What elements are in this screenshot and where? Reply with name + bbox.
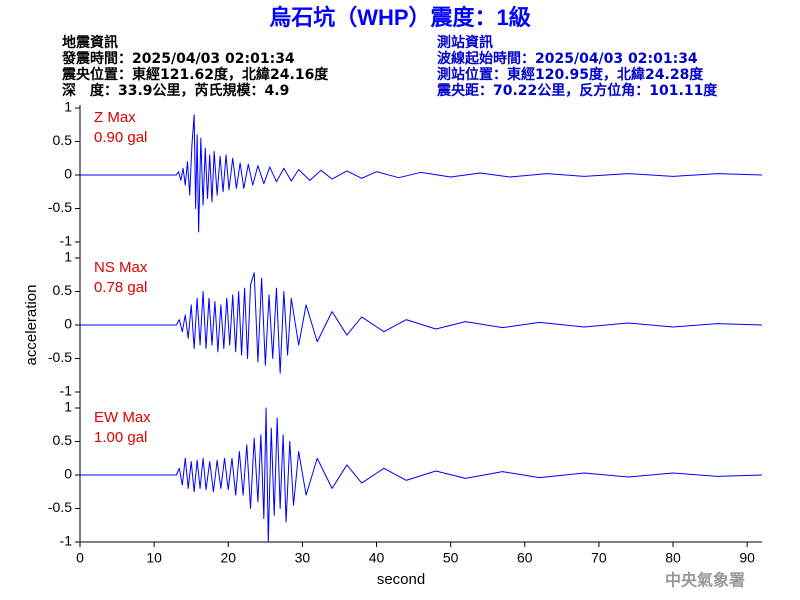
annotation: 1.00 gal	[94, 429, 147, 446]
y-tick-label: -0.5	[48, 499, 72, 515]
info-text: 測站位置：東經120.95度，北緯24.28度	[437, 66, 704, 83]
info-text: 深 度：33.9公里，芮氏規模：4.9	[62, 82, 289, 99]
waveform	[80, 407, 763, 543]
waveform	[80, 272, 763, 374]
y-tick-label: 0	[64, 466, 72, 482]
y-tick-label: 1	[64, 399, 72, 415]
y-tick-label: 0	[64, 166, 72, 182]
info-text: 震央距：70.22公里，反方位角：101.11度	[436, 82, 718, 99]
annotation: EW Max	[94, 409, 151, 426]
x-tick-label: 40	[369, 550, 385, 566]
x-tick-label: 90	[739, 550, 755, 566]
annotation: 0.78 gal	[94, 279, 147, 296]
y-tick-label: -1	[60, 383, 73, 399]
annotation: Z Max	[94, 109, 136, 126]
info-text: 震央位置：東經121.62度，北緯24.16度	[61, 66, 329, 83]
y-tick-label: 0.5	[53, 432, 73, 448]
y-tick-label: 1	[64, 249, 72, 265]
x-tick-label: 80	[665, 550, 681, 566]
info-text: 測站資訊	[437, 34, 493, 51]
annotation: 0.90 gal	[94, 129, 147, 146]
waveform	[80, 114, 763, 233]
x-axis-label: second	[377, 571, 425, 588]
y-tick-label: 0.5	[53, 132, 73, 148]
y-tick-label: -0.5	[48, 349, 72, 365]
x-tick-label: 30	[295, 550, 311, 566]
x-tick-label: 0	[76, 550, 84, 566]
y-tick-label: 0.5	[53, 282, 73, 298]
info-text: 發震時間：2025/04/03 02:01:34	[61, 50, 295, 67]
y-tick-label: 0	[64, 316, 72, 332]
y-tick-label: -0.5	[48, 199, 72, 215]
footer-text: 中央氣象署	[665, 571, 745, 590]
chart-title: 烏石坑（WHP）震度：1級	[269, 5, 531, 30]
y-tick-label: -1	[60, 233, 73, 249]
x-tick-label: 70	[591, 550, 607, 566]
x-tick-label: 10	[146, 550, 162, 566]
info-text: 地震資訊	[62, 34, 118, 51]
x-tick-label: 20	[220, 550, 236, 566]
y-tick-label: 1	[64, 99, 72, 115]
annotation: NS Max	[94, 259, 148, 276]
x-tick-label: 50	[443, 550, 459, 566]
info-text: 波線起始時間：2025/04/03 02:01:34	[437, 50, 698, 67]
y-tick-label: -1	[60, 533, 73, 549]
x-tick-label: 60	[517, 550, 533, 566]
y-axis-label: acceleration	[23, 285, 40, 366]
